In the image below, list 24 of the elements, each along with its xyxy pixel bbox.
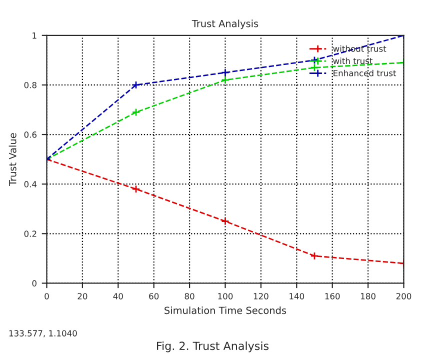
x-axis-title: Simulation Time Seconds — [164, 306, 286, 314]
y-tick-label: 1 — [32, 32, 36, 39]
text: 133.577, 1.1040 — [9, 330, 77, 338]
x-tick-label: 0 — [44, 293, 49, 300]
x-tick-label: 20 — [78, 293, 88, 300]
y-tick-label: 0.4 — [24, 181, 37, 188]
x-tick-label: 140 — [290, 293, 304, 300]
x-tick-label: 100 — [218, 293, 233, 300]
y-tick-label: 0.6 — [24, 132, 37, 138]
x-tick-label: 160 — [325, 293, 340, 300]
chart-title: Trust Analysis — [192, 20, 258, 30]
x-tick-label: 40 — [113, 293, 123, 300]
caption: Fig. 2. Trust Analysis — [157, 341, 269, 352]
legend-label: Enhanced trust — [334, 70, 396, 76]
y-tick-label: 0.8 — [24, 82, 36, 88]
x-tick-label: 60 — [149, 293, 159, 300]
y-tick-label: 0 — [32, 280, 36, 286]
y-axis-title: Trust Value — [8, 133, 16, 186]
legend-label: with trust — [333, 58, 373, 64]
x-tick-label: 80 — [184, 293, 194, 300]
y-tick-label: 0.2 — [24, 230, 36, 237]
x-tick-label: 180 — [361, 293, 376, 300]
x-tick-label: 120 — [254, 293, 268, 300]
x-tick-label: 200 — [396, 293, 412, 300]
